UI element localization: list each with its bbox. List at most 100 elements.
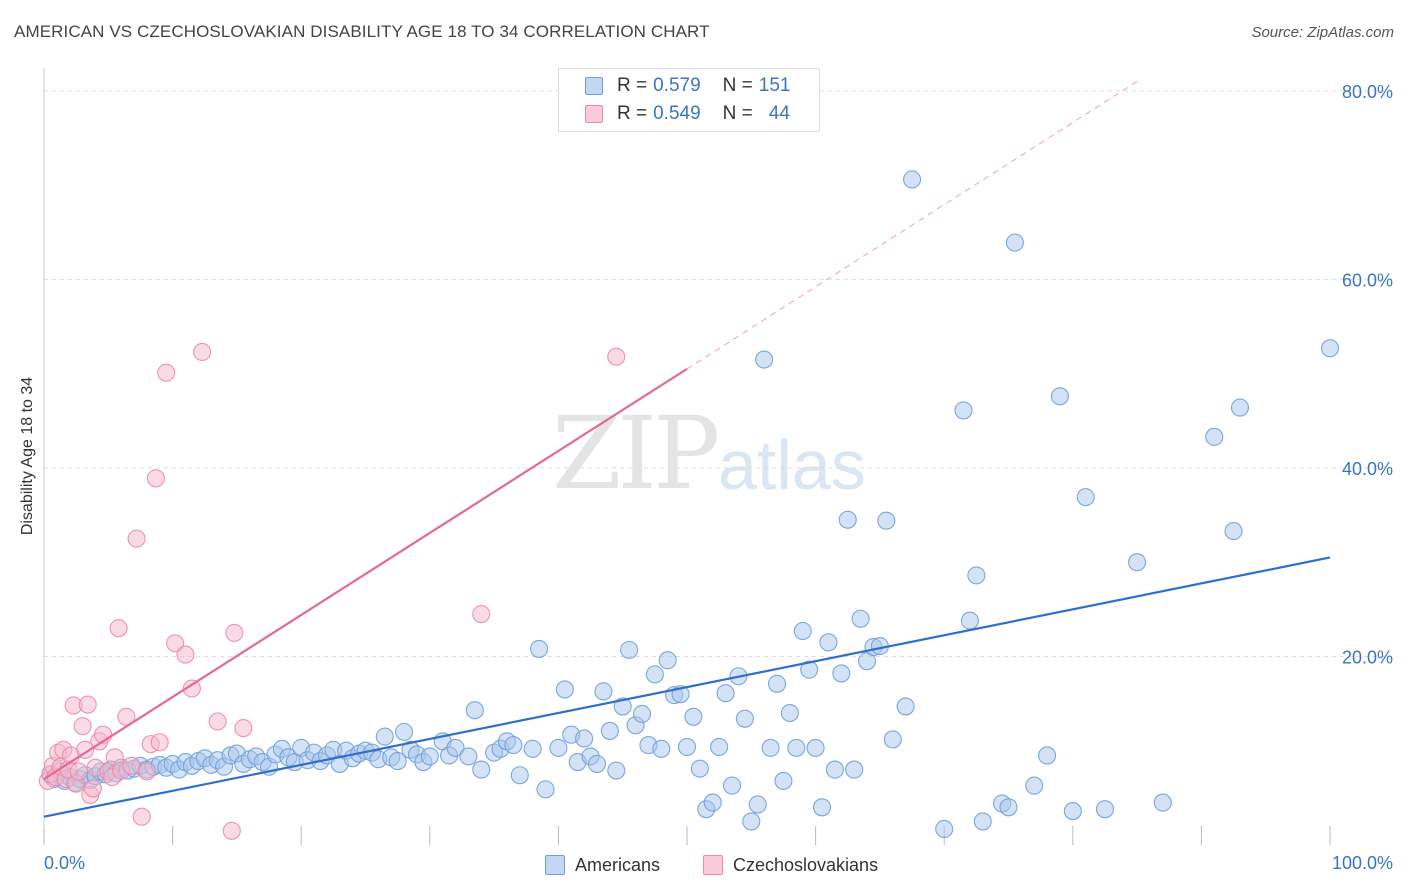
american-point xyxy=(613,697,632,716)
american-point xyxy=(800,660,819,679)
czechoslovakians-swatch xyxy=(585,105,603,123)
american-point xyxy=(735,709,754,728)
american-point xyxy=(1050,387,1069,406)
american-point xyxy=(645,665,664,684)
american-point xyxy=(1025,776,1044,795)
american-point xyxy=(594,682,613,701)
watermark-atlas: atlas xyxy=(718,426,866,504)
american-point xyxy=(761,738,780,757)
czechoslovakian-point xyxy=(222,821,241,840)
czechoslovakian-point xyxy=(157,363,176,382)
american-point xyxy=(935,819,954,839)
stats-legend: R = 0.579 N = 151 R = 0.549 N = 44 xyxy=(558,68,820,132)
american-point xyxy=(954,401,973,420)
czechoslovakians-trend-line xyxy=(43,368,688,780)
x-tick-label: 0.0% xyxy=(44,853,85,873)
czechoslovakian-point xyxy=(76,740,95,759)
american-point xyxy=(607,761,626,780)
american-point xyxy=(896,697,915,716)
american-point xyxy=(555,680,574,699)
czechoslovakian-point xyxy=(176,645,195,664)
american-point xyxy=(1005,233,1024,252)
czechoslovakian-point xyxy=(137,762,156,781)
american-point xyxy=(755,350,774,369)
american-point xyxy=(967,566,986,585)
american-point xyxy=(787,738,806,757)
american-point xyxy=(722,776,742,795)
american-point xyxy=(1128,553,1147,572)
american-point xyxy=(459,747,478,766)
czechoslovakian-point xyxy=(78,695,97,714)
chart-title: AMERICAN VS CZECHOSLOVAKIAN DISABILITY A… xyxy=(14,22,710,41)
american-point xyxy=(1320,339,1340,358)
y-tick-label: 20.0% xyxy=(1342,647,1393,667)
american-point xyxy=(806,738,825,757)
american-point xyxy=(600,721,619,740)
american-point xyxy=(877,511,896,530)
czechoslovakian-point xyxy=(472,604,491,624)
legend-n-value: 44 xyxy=(768,103,790,124)
american-point xyxy=(793,621,812,641)
american-point xyxy=(375,727,394,746)
czechoslovakian-point xyxy=(109,619,128,638)
czechoslovakian-point xyxy=(225,623,244,642)
czechoslovakian-point xyxy=(146,469,165,488)
american-point xyxy=(504,736,523,755)
american-point xyxy=(1230,398,1250,417)
american-point xyxy=(1095,800,1114,819)
series-legend: Americans Czechoslovakians xyxy=(0,851,1406,879)
czechoslovakian-point xyxy=(607,347,626,366)
american-point xyxy=(999,798,1018,817)
y-tick-label: 80.0% xyxy=(1342,82,1393,102)
american-point xyxy=(510,766,529,785)
american-point xyxy=(845,760,864,779)
american-point xyxy=(774,771,793,790)
legend-r-label: R = xyxy=(617,75,648,96)
american-point xyxy=(716,684,735,703)
american-point xyxy=(420,747,439,766)
legend-n-label: N = xyxy=(722,75,753,96)
legend-row-czechoslovakians: R = 0.549 N = 44 xyxy=(585,100,790,128)
american-point xyxy=(812,798,832,817)
american-point xyxy=(690,759,709,778)
american-point xyxy=(632,704,652,724)
american-point xyxy=(703,793,722,812)
legend-row-americans: R = 0.579 N = 151 xyxy=(585,72,790,100)
american-point xyxy=(658,651,677,670)
czechoslovakian-point xyxy=(69,762,88,781)
american-point xyxy=(1224,522,1243,541)
american-point xyxy=(536,780,555,799)
legend-r-value: 0.579 xyxy=(653,75,701,96)
american-point xyxy=(620,640,639,659)
legend-r-label: R = xyxy=(617,103,648,124)
american-point xyxy=(523,739,542,758)
american-point xyxy=(652,739,671,758)
watermark-zip: ZIP xyxy=(552,395,720,512)
american-point xyxy=(710,737,729,757)
american-point xyxy=(902,170,922,189)
czechoslovakian-point xyxy=(166,634,185,653)
american-point xyxy=(1205,427,1224,446)
czechoslovakian-point xyxy=(150,733,169,752)
czechoslovakians-swatch xyxy=(703,855,723,875)
american-point xyxy=(1076,488,1095,507)
american-point xyxy=(575,729,594,748)
legend-r-value: 0.549 xyxy=(653,103,701,124)
legend-label-americans: Americans xyxy=(575,854,661,875)
x-tick-label: 100.0% xyxy=(1332,853,1393,873)
american-point xyxy=(684,707,703,726)
source-credit: Source: ZipAtlas.com xyxy=(1251,24,1394,41)
y-tick-label: 60.0% xyxy=(1342,270,1393,290)
american-point xyxy=(677,737,697,757)
american-point xyxy=(1038,746,1057,765)
american-point xyxy=(960,611,979,630)
american-point xyxy=(472,760,491,779)
czechoslovakian-point xyxy=(122,756,141,775)
czechoslovakian-point xyxy=(182,679,201,698)
american-point xyxy=(819,633,838,652)
american-point xyxy=(395,722,414,741)
legend-n-value: 151 xyxy=(758,75,791,96)
american-point xyxy=(530,639,549,658)
legend-label-czechoslovakians: Czechoslovakians xyxy=(733,854,879,875)
